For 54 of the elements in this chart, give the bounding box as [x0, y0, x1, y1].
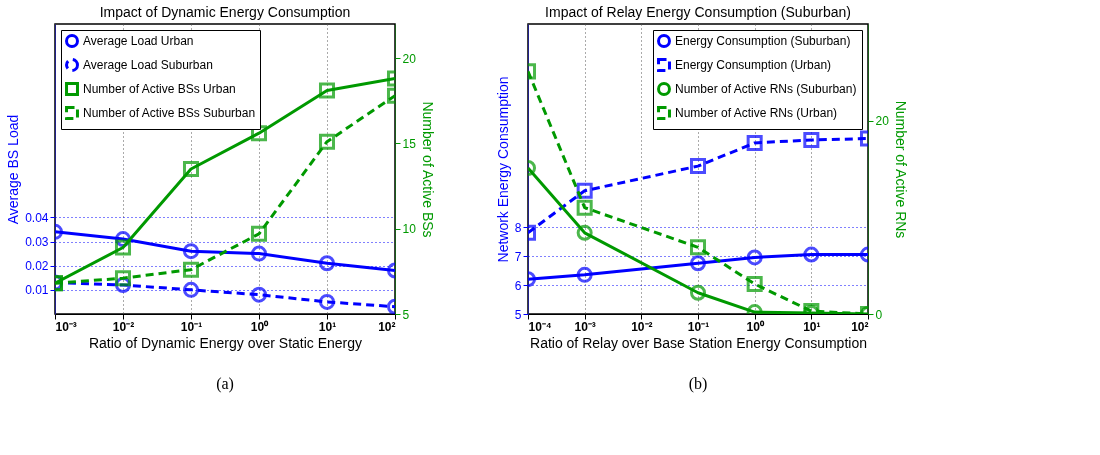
legend-label: Number of Active RNs (Urban): [675, 106, 838, 120]
legend-label: Energy Consumption (Suburban): [675, 34, 851, 48]
y-tick-label: 7: [514, 249, 522, 264]
point: [182, 261, 200, 278]
y-tick-label: 6: [514, 278, 522, 293]
point: [250, 286, 268, 303]
legend-label: Average Load Suburban: [83, 58, 213, 72]
y2-tick-label: 10: [402, 222, 417, 237]
x-axis-title: Ratio of Dynamic Energy over Static Energy: [88, 334, 363, 351]
point: [114, 270, 132, 287]
y2-tick-label: 20: [875, 114, 890, 129]
x-tick-label: 10⁰: [250, 319, 270, 334]
point: [250, 245, 268, 262]
x-tick-label: 10⁻¹: [687, 319, 710, 334]
y2-axis-title: Number of Active RNs: [892, 100, 909, 239]
x-tick-label: 10⁻⁴: [528, 319, 552, 334]
point: [114, 239, 132, 256]
x-tick-label: 10²: [851, 319, 869, 334]
y-tick-label: 0.03: [25, 235, 49, 249]
legend-label: Number of Active BSs Suburban: [83, 106, 256, 120]
y2-tick-label: 0: [875, 307, 883, 322]
x-tick-label: 10⁻³: [55, 319, 77, 334]
legend-label: Energy Consumption (Urban): [675, 58, 832, 72]
legend-label: Number of Active RNs (Suburban): [675, 82, 857, 96]
x-tick-label: 10¹: [318, 319, 337, 334]
legend-label: Average Load Urban: [83, 34, 194, 48]
y-tick-label: 0.04: [25, 210, 49, 225]
y2-tick-label: 20: [402, 51, 417, 66]
y2-axis-title: Number of Active BSs: [419, 101, 436, 238]
x-tick-label: 10⁻³: [574, 319, 596, 334]
y-tick-label: 0.02: [25, 259, 49, 274]
chart-title: Impact of Relay Energy Consumption (Suburban): [545, 4, 851, 20]
y-axis-title: Average BS Load: [5, 114, 22, 225]
point: [182, 243, 200, 260]
point: [182, 160, 200, 178]
y-axis-title: Network Energy Consumption: [494, 76, 511, 263]
y2-tick-label: 15: [402, 136, 417, 151]
x-axis-title: Ratio of Relay over Base Station Energy Consumption: [530, 334, 867, 351]
x-tick-label: 10⁻²: [112, 319, 135, 334]
point: [182, 281, 200, 298]
x-tick-label: 10⁻¹: [180, 319, 203, 334]
legend-label: Number of Active BSs Urban: [83, 82, 236, 96]
x-tick-label: 10⁰: [746, 319, 765, 334]
text: (b): [688, 375, 708, 393]
x-tick-label: 10⁻²: [631, 319, 653, 334]
x-tick-label: 10²: [378, 319, 396, 334]
chart-title: Impact of Dynamic Energy Consumption: [99, 4, 351, 20]
point: [250, 225, 268, 242]
y-tick-label: 8: [514, 220, 522, 235]
y-tick-label: 5: [514, 307, 522, 322]
x-tick-label: 10¹: [803, 319, 821, 334]
y2-tick-label: 5: [402, 307, 410, 322]
text: (a): [216, 375, 234, 393]
y-tick-label: 0.01: [25, 283, 49, 298]
